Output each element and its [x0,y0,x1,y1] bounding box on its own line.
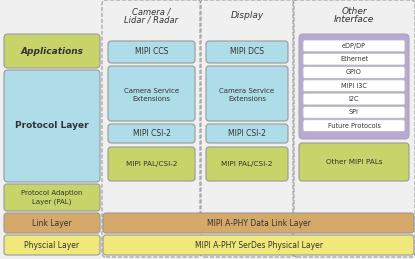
FancyBboxPatch shape [103,213,414,233]
FancyBboxPatch shape [206,124,288,143]
FancyBboxPatch shape [206,66,288,121]
FancyBboxPatch shape [303,40,405,52]
Text: Layer (PAL): Layer (PAL) [32,198,72,205]
FancyBboxPatch shape [303,53,405,65]
Text: MIPI A-PHY Data Link Layer: MIPI A-PHY Data Link Layer [207,219,310,227]
Text: Physcial Layer: Physcial Layer [24,241,80,249]
FancyBboxPatch shape [108,124,195,143]
Text: MIPI CSI-2: MIPI CSI-2 [132,129,171,138]
Text: Protocol Layer: Protocol Layer [15,121,89,131]
FancyBboxPatch shape [108,147,195,181]
FancyBboxPatch shape [303,67,405,78]
FancyBboxPatch shape [4,184,100,211]
FancyBboxPatch shape [4,70,100,182]
Text: Display: Display [230,11,264,20]
FancyBboxPatch shape [108,66,195,121]
FancyBboxPatch shape [303,120,405,132]
FancyBboxPatch shape [303,93,405,105]
Text: MIPI PAL/CSI-2: MIPI PAL/CSI-2 [221,161,273,167]
Text: Link Layer: Link Layer [32,219,72,227]
FancyBboxPatch shape [303,106,405,118]
Text: Interface: Interface [334,16,374,25]
Text: MIPI DCS: MIPI DCS [230,47,264,56]
Text: eDP/DP: eDP/DP [342,43,366,49]
Text: GPIO: GPIO [346,69,362,75]
Text: Other MIPI PALs: Other MIPI PALs [326,159,382,165]
Text: Ethernet: Ethernet [340,56,368,62]
FancyBboxPatch shape [299,34,409,139]
Text: MIPI A-PHY SerDes Physical Layer: MIPI A-PHY SerDes Physical Layer [195,241,322,249]
Text: Camera Service: Camera Service [220,88,275,94]
FancyBboxPatch shape [4,213,100,233]
Text: I2C: I2C [349,96,359,102]
FancyBboxPatch shape [299,143,409,181]
FancyBboxPatch shape [103,235,414,255]
Text: MIPI PAL/CSI-2: MIPI PAL/CSI-2 [126,161,177,167]
Text: Extensions: Extensions [228,96,266,102]
Text: Other: Other [341,8,367,17]
Text: Extensions: Extensions [132,96,171,102]
Text: Protocol Adaption: Protocol Adaption [21,190,83,196]
Text: MIPI CSI-2: MIPI CSI-2 [228,129,266,138]
Text: MIPI I3C: MIPI I3C [341,83,367,89]
Text: Lidar / Radar: Lidar / Radar [124,16,178,25]
FancyBboxPatch shape [108,41,195,63]
Text: Future Protocols: Future Protocols [327,123,381,129]
Text: Camera Service: Camera Service [124,88,179,94]
FancyBboxPatch shape [4,34,100,68]
Text: SPI: SPI [349,109,359,115]
FancyBboxPatch shape [206,41,288,63]
Text: Applications: Applications [20,47,83,55]
FancyBboxPatch shape [4,235,100,255]
Text: MIPI CCS: MIPI CCS [135,47,168,56]
FancyBboxPatch shape [206,147,288,181]
FancyBboxPatch shape [303,80,405,92]
Text: Camera /: Camera / [132,8,171,17]
